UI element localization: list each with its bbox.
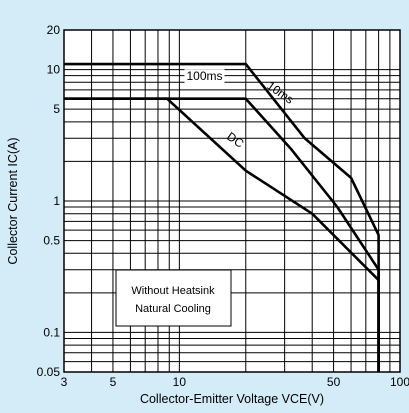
y-axis-label: Collector Current IC(A) — [6, 137, 20, 264]
x-tick-label: 100 — [390, 375, 409, 389]
series-line-10ms — [64, 62, 380, 372]
y-tick-label: 0.5 — [43, 234, 60, 248]
y-tick-label: 5 — [53, 102, 60, 116]
y-tick-label: 0.05 — [37, 365, 61, 379]
y-tick-label: 20 — [47, 23, 61, 37]
annotation-line-1: Without Heatsink — [131, 285, 215, 297]
series-line-dc — [64, 97, 380, 372]
series-label-background — [184, 69, 225, 84]
x-axis-label: Collector-Emitter Voltage VCE(V) — [140, 392, 324, 406]
y-tick-label: 10 — [47, 63, 61, 77]
x-tick-label: 5 — [110, 375, 117, 389]
plot-frame — [63, 29, 401, 373]
y-tick-label: 1 — [53, 194, 60, 208]
x-tick-label: 50 — [327, 375, 341, 389]
series-label: 100ms — [186, 69, 222, 83]
annotation-box: Without Heatsink Natural Cooling — [115, 269, 232, 327]
annotation-frame — [115, 269, 232, 327]
x-tick-label: 10 — [173, 375, 187, 389]
annotation-line-2: Natural Cooling — [135, 303, 211, 315]
y-tick-label: 0.1 — [43, 325, 60, 339]
tick-labels: 3 5 10 50 100 0.05 0.1 0.5 1 5 10 20 — [37, 23, 409, 389]
x-tick-label: 3 — [61, 375, 68, 389]
